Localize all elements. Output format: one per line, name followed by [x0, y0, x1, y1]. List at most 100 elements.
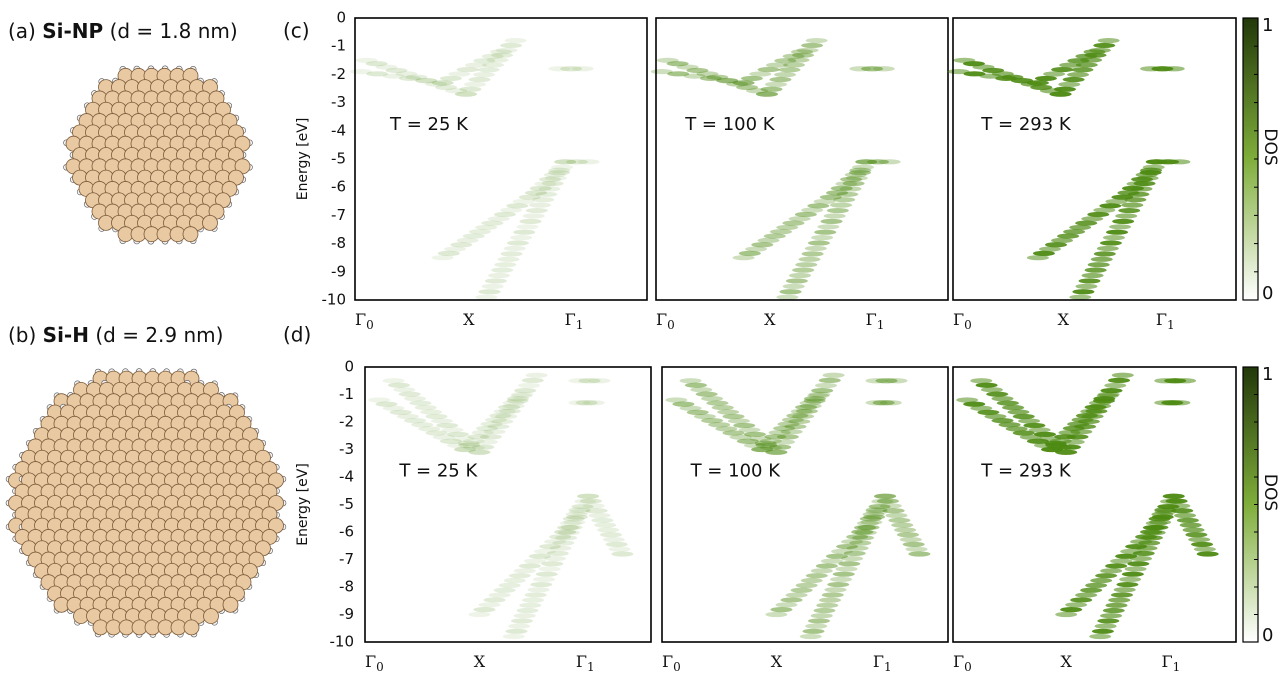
x-tick-subscript: 0	[964, 660, 972, 674]
x-tick-symbol: Γ	[953, 310, 964, 329]
dos-streak	[539, 176, 562, 182]
temperature-label: T = 293 K	[980, 114, 1072, 135]
dos-streak	[836, 543, 859, 550]
x-tick-subscript: 0	[366, 318, 374, 332]
dos-streak	[405, 74, 428, 80]
dos-streak	[404, 396, 427, 402]
dos-streak	[773, 439, 796, 445]
dos-streak	[839, 186, 862, 192]
dos-streak	[866, 159, 889, 165]
x-tick-symbol: Γ	[1156, 310, 1167, 329]
dos-streak	[769, 444, 792, 450]
dos-streak	[849, 540, 872, 546]
dos-streak	[788, 216, 811, 222]
dos-streak	[1038, 246, 1061, 252]
dos-streak	[498, 408, 521, 414]
dos-streak	[792, 52, 815, 58]
dos-streak	[782, 53, 805, 59]
dos-streak	[1130, 539, 1153, 545]
x-tick-symbol: X	[474, 652, 486, 671]
dos-streak	[717, 409, 740, 415]
dos-streak	[896, 532, 919, 538]
dos-streak	[431, 80, 454, 86]
dos-streak	[425, 413, 448, 420]
dos-streak	[1127, 561, 1150, 567]
dos-streak	[894, 527, 917, 533]
dos-streak	[488, 592, 511, 598]
dos-streak	[764, 434, 787, 440]
dos-streak	[852, 164, 875, 170]
dos-streak	[562, 516, 585, 522]
dos-streak	[770, 607, 793, 613]
dos-streak	[500, 207, 523, 213]
dos-streak	[832, 571, 855, 577]
dos-streak	[1148, 516, 1171, 522]
dos-streak	[808, 391, 831, 398]
dos-streak	[467, 434, 490, 440]
dos-streak	[1196, 551, 1219, 557]
dos-streak	[823, 213, 846, 219]
dos-streak	[865, 378, 888, 384]
dos-streak	[1080, 408, 1103, 415]
dos-streak	[1090, 577, 1113, 584]
dos-streak	[1019, 434, 1042, 440]
dos-streak	[811, 388, 834, 394]
y-tick-label: -6	[339, 523, 354, 541]
dos-streak	[854, 530, 877, 536]
dos-streak	[1112, 218, 1135, 224]
dos-streak	[975, 382, 998, 388]
dos-streak	[602, 536, 625, 543]
dos-streak	[995, 75, 1018, 81]
x-tick-symbol: Γ	[953, 652, 964, 671]
dos-streak	[387, 382, 410, 388]
dos-streak	[418, 426, 441, 432]
dos-streak	[1075, 53, 1098, 59]
dos-streak	[396, 413, 419, 420]
dos-streak	[778, 67, 801, 73]
dos-streak	[1140, 529, 1163, 535]
dos-streak	[1084, 404, 1107, 410]
dos-streak	[502, 400, 525, 406]
dos-streak	[833, 197, 856, 203]
dos-streak	[437, 250, 460, 256]
dos-streak	[508, 573, 531, 579]
dos-streak	[525, 190, 548, 196]
dos-streak	[484, 278, 507, 284]
dos-streak	[814, 229, 837, 235]
dos-streak	[517, 382, 540, 389]
dos-streak	[1026, 438, 1049, 444]
dos-panel	[947, 17, 1237, 301]
dos-streak	[816, 602, 839, 608]
dos-streak	[1105, 602, 1128, 608]
dos-streak	[506, 398, 529, 404]
dos-streak	[732, 80, 755, 86]
dos-streak	[577, 493, 600, 499]
dos-streak	[1060, 607, 1083, 613]
y-tick-label: -7	[339, 550, 354, 568]
temperature-label: T = 100 K	[690, 461, 782, 482]
x-tick-symbol: Γ	[576, 652, 587, 671]
dos-streak	[743, 442, 766, 448]
dos-streak	[1116, 581, 1139, 588]
dos-streak	[365, 61, 388, 67]
dos-streak	[577, 159, 600, 165]
dos-streak	[1053, 86, 1076, 92]
dos-streak	[736, 438, 759, 444]
dos-streak	[854, 525, 877, 531]
dos-streak	[446, 431, 469, 437]
y-tick-label: -5	[331, 150, 346, 168]
dos-streak	[1135, 172, 1158, 178]
dos-streak	[489, 413, 512, 419]
dos-streak	[1105, 198, 1128, 205]
structure-b-caption: (b) Si-H (d = 2.9 nm)	[8, 323, 223, 347]
dos-streak	[481, 220, 504, 226]
dos-streak	[1002, 404, 1025, 411]
dos-streak	[1119, 576, 1142, 582]
dos-streak	[801, 251, 824, 257]
dos-streak	[439, 75, 462, 82]
dos-panel	[661, 366, 949, 643]
dos-streak	[733, 422, 756, 429]
dos-streak	[977, 409, 1000, 415]
dos-streak	[544, 175, 567, 181]
dos-streak	[805, 573, 828, 579]
